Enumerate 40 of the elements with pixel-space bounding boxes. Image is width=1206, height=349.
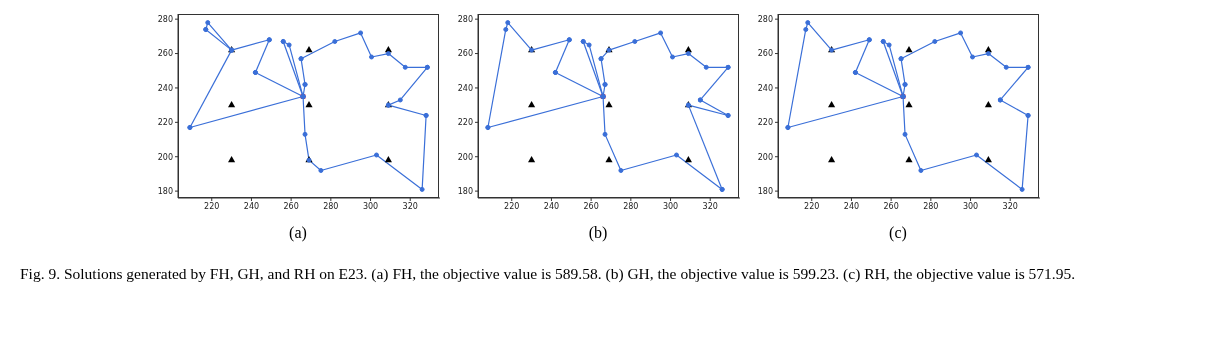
y-tick-label: 260 [157,49,173,59]
y-tick-label: 220 [457,118,473,128]
x-tick-label: 280 [323,201,339,211]
x-tick-label: 300 [662,201,679,211]
y-tick-label: 240 [757,83,773,93]
y-tick-label: 260 [457,49,473,59]
x-tick-label: 300 [362,201,379,211]
x-tick-label: 220 [804,201,820,211]
y-tick-label: 280 [157,15,173,24]
y-tick-label: 180 [157,186,173,196]
x-tick-label: 320 [1002,201,1018,211]
y-tick-label: 240 [457,83,473,93]
x-tick-label: 320 [402,201,418,211]
y-tick-label: 180 [457,186,473,196]
y-tick-label: 200 [757,152,773,162]
caption: Fig. 9. Solutions generated by FH, GH, and RH on E23. (a) FH, the objective value is 589.58. (b) GH, the objective value is 599.23. (c) RH, the objective value is 571.95. [20,264,1077,283]
x-tick-label: 240 [243,201,260,211]
y-tick-label: 220 [757,118,773,128]
x-tick-label: 220 [504,201,520,211]
x-axis-title: (b) [587,224,609,242]
x-tick-label: 300 [962,201,979,211]
y-tick-label: 180 [757,186,773,196]
y-tick-label: 220 [157,118,173,128]
x-tick-label: 320 [702,201,718,211]
x-axis-title: (a) [288,224,308,242]
y-tick-label: 200 [157,152,173,162]
x-tick-label: 240 [843,201,860,211]
x-tick-label: 220 [204,201,220,211]
x-tick-label: 260 [583,201,599,211]
x-tick-label: 260 [883,201,899,211]
x-tick-label: 260 [283,201,299,211]
y-tick-label: 280 [757,15,773,24]
y-tick-label: 260 [757,49,773,59]
x-axis-title: (c) [888,224,908,242]
y-tick-label: 240 [157,83,173,93]
y-tick-label: 280 [457,15,473,24]
x-tick-label: 280 [923,201,939,211]
x-tick-label: 240 [543,201,560,211]
y-tick-label: 200 [457,152,473,162]
x-tick-label: 280 [623,201,639,211]
